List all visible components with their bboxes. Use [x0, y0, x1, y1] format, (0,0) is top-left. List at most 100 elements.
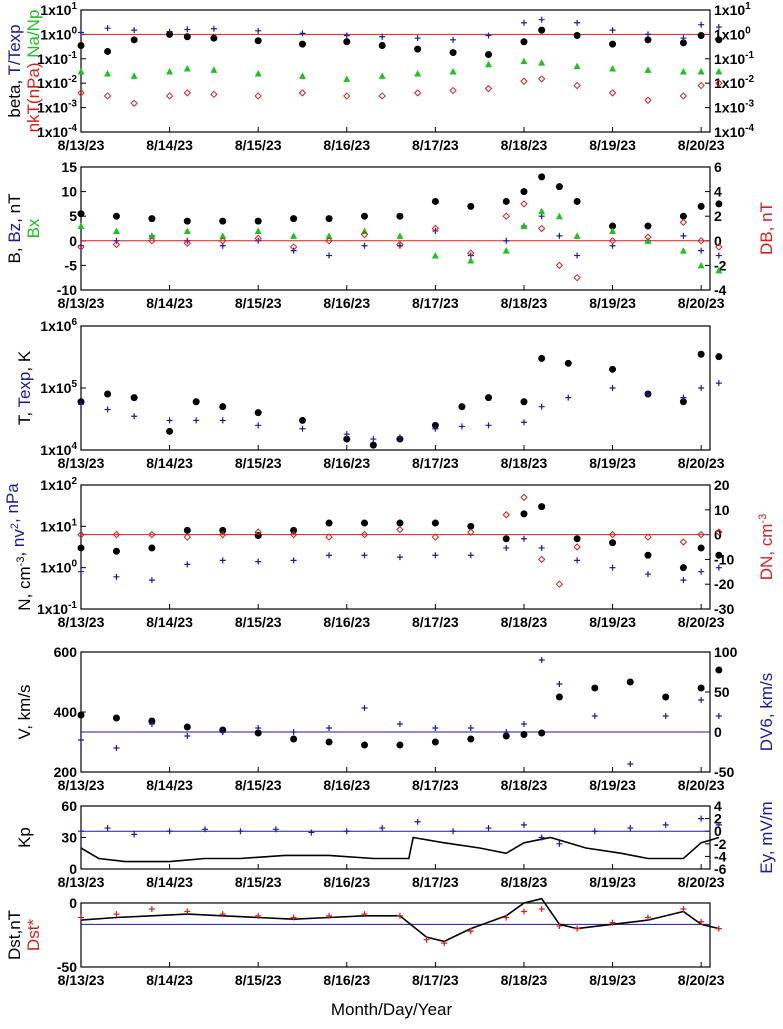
magfield-series-2-point: [290, 232, 298, 239]
beta-series-3-point: [77, 89, 85, 97]
dst-left-axis-label-2: Dst*: [24, 919, 43, 952]
dst-series-1-point: [78, 914, 84, 921]
beta-series-3-point: [537, 75, 546, 83]
kp-series-0-line: [80, 836, 720, 863]
beta-series-0-point: [449, 49, 457, 57]
density-right-series-0-point: [573, 543, 581, 551]
density-series-1-point: [255, 558, 262, 565]
magfield-right-series-0-point: [679, 218, 688, 227]
beta-date-tick-label: 8/16/23: [323, 137, 370, 153]
beta-series-1-point: [485, 32, 492, 39]
density-right-tick-label: -30: [714, 601, 734, 617]
beta-series-3-point: [697, 81, 705, 90]
kp-date-tick-label: 8/17/23: [412, 874, 459, 890]
magfield-date-tick-label: 8/19/23: [589, 295, 636, 311]
beta-series-3-point: [644, 96, 652, 104]
density-series-0-point: [697, 544, 705, 552]
temp-series-0-point: [458, 403, 466, 411]
beta-series-2-point: [485, 60, 493, 68]
density-left-tick-label: 1x100: [40, 559, 77, 576]
beta-series-0-point: [520, 38, 528, 46]
beta-series-2-point: [210, 66, 218, 73]
temp-series-1-point: [520, 419, 527, 426]
velocity-right-series-0-point: [184, 733, 191, 739]
magfield-series-2-point: [502, 247, 510, 254]
magfield-right-series-0-point: [219, 237, 227, 245]
beta-series-1-point: [104, 25, 111, 32]
beta-series-3-point: [520, 77, 528, 85]
temp-series-1-point: [78, 401, 84, 408]
velocity-date-tick-label: 8/18/23: [501, 777, 548, 793]
beta-series-0-point: [343, 38, 351, 46]
magfield-date-tick-label: 8/20/23: [678, 295, 725, 311]
beta-series-0-point: [715, 36, 723, 44]
density-right-series-0-point: [520, 493, 528, 502]
dst-panel-frame: [80, 902, 711, 968]
kp-left-tick-label: 60: [61, 798, 77, 814]
density-date-tick-label: 8/16/23: [323, 614, 370, 630]
dst-left-tick-label: 0: [69, 895, 77, 911]
dst-series-1-point: [184, 908, 191, 915]
magfield-series-0-point: [555, 183, 563, 191]
beta-series-2-point: [77, 68, 85, 75]
temp-series-1-point: [219, 417, 226, 424]
kp-date-tick-label: 8/16/23: [323, 874, 370, 890]
density-right-series-0-point: [325, 533, 333, 541]
kp-right-series-0-point: [131, 831, 138, 838]
magfield-date-tick-label: 8/14/23: [146, 295, 193, 311]
dst-date-tick-label: 8/18/23: [501, 972, 548, 988]
magfield-right-tick-label: 0: [714, 233, 722, 249]
magfield-series-2-point: [219, 232, 227, 239]
density-series-0-point: [290, 526, 298, 534]
velocity-series-0-point: [290, 735, 298, 743]
density-right-series-0: [77, 493, 723, 588]
magfield-right-series-0-point: [289, 243, 298, 251]
dst-series-1: [78, 905, 722, 947]
temp-series-1-point: [565, 394, 572, 401]
dst-left-tick-label: -50: [57, 959, 77, 975]
density-right-series-0-point: [644, 533, 652, 541]
beta-series-2-point: [573, 62, 581, 70]
magfield-right-series-0-point: [325, 237, 333, 245]
temp-series-1-point: [715, 380, 722, 387]
velocity-series-0-point: [325, 738, 333, 746]
density-series-0-point: [467, 522, 475, 530]
beta-date-tick-label: 8/17/23: [412, 137, 459, 153]
magfield-series-0: [77, 173, 723, 230]
velocity-series-0-point: [591, 684, 599, 692]
temp-series-1-point: [432, 425, 439, 432]
velocity-panel-frame: [80, 651, 711, 773]
velocity-series-0-point: [626, 678, 634, 686]
kp-right-series-0-point: [414, 818, 421, 825]
density-right-series-0-point: [431, 533, 440, 541]
velocity-right-series-0: [78, 657, 722, 767]
temp-date-tick-label: 8/16/23: [323, 455, 370, 471]
temp-series-1-point: [485, 422, 492, 429]
beta-series-2-point: [414, 69, 422, 77]
velocity-series-0-point: [697, 684, 705, 692]
magfield-series-2-point: [325, 232, 333, 239]
beta-series-0-point: [104, 47, 112, 55]
beta-series-3-point: [130, 99, 138, 108]
beta-date-tick-label: 8/20/23: [678, 137, 725, 153]
beta-series-0-point: [609, 40, 617, 48]
kp-date-tick-label: 8/15/23: [235, 874, 282, 890]
velocity-right-series-0-point: [432, 725, 439, 731]
temp-series-1-point: [458, 423, 465, 430]
kp-right-tick-label: 4: [714, 798, 722, 814]
magfield-right-series-0-point: [467, 249, 475, 257]
magfield-right-series-0-point: [431, 224, 440, 233]
density-series-0-point: [609, 539, 617, 547]
magfield-date-tick-label: 8/17/23: [412, 295, 459, 311]
beta-series-3-point: [254, 92, 262, 100]
density-right-series-0-point: [555, 580, 564, 588]
velocity-right-series-0-point: [627, 761, 634, 767]
dst-series-1-point: [148, 905, 155, 912]
magfield-left-axis-label-2: Bx: [24, 218, 43, 238]
beta-series-3: [77, 75, 723, 108]
density-date-tick-label: 8/17/23: [412, 614, 459, 630]
beta-series-2-point: [449, 68, 457, 75]
temp-left-tick-label: 1x105: [40, 379, 77, 396]
dst-series-1-point: [423, 936, 430, 943]
